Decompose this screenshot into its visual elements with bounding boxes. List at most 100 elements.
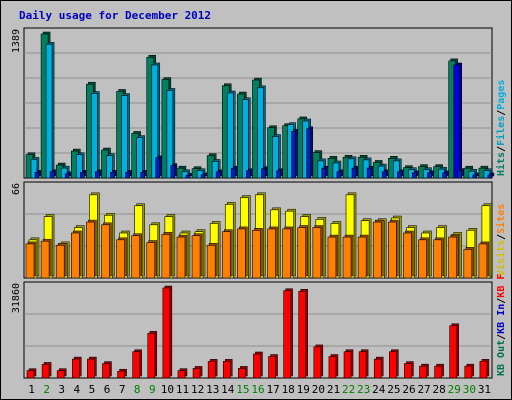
- pages-bar: [381, 171, 387, 179]
- pages-bar: [487, 174, 493, 179]
- day-label: 21: [327, 383, 340, 396]
- sites-bar: [448, 236, 458, 279]
- panel-2-legend: Visits/Sites: [495, 204, 507, 276]
- sites-bar: [237, 228, 246, 279]
- day-label: 1: [28, 383, 35, 396]
- kbytes-bar: [102, 363, 110, 379]
- kbytes-bar: [238, 368, 246, 379]
- chart-title: Daily usage for December 2012: [19, 9, 212, 22]
- kbytes-bar: [71, 358, 80, 379]
- kbytes-bar: [87, 358, 95, 379]
- pages-bar: [321, 167, 327, 179]
- kbytes-bar: [358, 351, 367, 379]
- kbytes-bar: [117, 370, 125, 379]
- day-label: 20: [312, 383, 325, 396]
- panel-3-max-label: 31860: [11, 283, 22, 313]
- sites-bar: [252, 229, 261, 279]
- files-bar: [75, 154, 83, 179]
- kbytes-bar: [449, 325, 458, 379]
- panel-1-max-label: 1389: [11, 29, 22, 53]
- kbytes-bar: [404, 363, 412, 379]
- sites-bar: [388, 221, 397, 279]
- files-bar: [136, 137, 143, 179]
- sites-bar: [70, 232, 80, 279]
- sites-bar: [372, 221, 382, 279]
- files-bar: [106, 155, 113, 179]
- pages-bar: [261, 168, 266, 179]
- pages-bar: [185, 175, 191, 179]
- files-bar: [151, 64, 159, 179]
- day-label: 8: [134, 383, 141, 396]
- pages-bar: [125, 171, 130, 179]
- sites-bar: [146, 242, 156, 279]
- sites-bar: [40, 240, 50, 279]
- day-label: 10: [161, 383, 174, 396]
- pages-bar: [95, 171, 100, 179]
- files-bar: [166, 90, 174, 179]
- legend-entry: /: [496, 110, 507, 116]
- day-label: 9: [149, 383, 156, 396]
- pages-bar: [291, 131, 296, 179]
- sites-bar: [403, 232, 412, 279]
- day-label: 24: [372, 383, 386, 396]
- panel-2-max-label: 66: [11, 183, 22, 195]
- kbytes-bar: [177, 370, 186, 379]
- legend-entry: Hits: [495, 152, 507, 176]
- legend-entry: /: [496, 298, 507, 304]
- files-bar: [91, 93, 98, 179]
- sites-bar: [478, 243, 488, 279]
- pages-bar: [215, 171, 221, 179]
- sites-bar: [131, 235, 140, 279]
- day-label: 19: [297, 383, 310, 396]
- pages-bar: [79, 171, 85, 179]
- pages-bar: [140, 171, 145, 179]
- day-label: 15: [236, 383, 249, 396]
- kbytes-bar: [268, 356, 276, 379]
- day-label: 6: [104, 383, 111, 396]
- files-bar: [30, 159, 38, 179]
- legend-entry: Visits: [495, 240, 507, 276]
- day-label: 18: [282, 383, 295, 396]
- day-label: 7: [119, 383, 126, 396]
- kbytes-bar: [56, 370, 65, 379]
- pages-bar: [155, 157, 161, 179]
- kbytes-bar: [343, 351, 352, 379]
- kbytes-bar: [207, 361, 216, 379]
- day-label: 14: [221, 383, 235, 396]
- kbytes-bar: [298, 290, 307, 379]
- sites-bar: [86, 221, 95, 279]
- kbytes-bar: [192, 368, 201, 379]
- kbytes-bar: [434, 365, 442, 379]
- legend-entry: KB In: [496, 304, 507, 334]
- pages-bar: [336, 171, 342, 179]
- kbytes-bar: [373, 358, 382, 379]
- day-label: 22: [342, 383, 355, 396]
- sites-bar: [297, 227, 307, 279]
- legend-entry: KB Out: [496, 340, 507, 376]
- kbytes-bar: [162, 287, 171, 379]
- sites-bar: [267, 228, 276, 279]
- kbytes-bar: [253, 353, 261, 379]
- day-label: 12: [191, 383, 204, 396]
- panel-1-legend: Hits/Files/Pages: [495, 80, 507, 176]
- kbytes-bar: [132, 351, 140, 379]
- pages-bar: [427, 172, 432, 179]
- sites-bar: [312, 227, 322, 279]
- files-bar: [45, 43, 53, 179]
- kbytes-bar: [464, 365, 473, 379]
- day-label: 27: [417, 383, 430, 396]
- day-label: 2: [43, 383, 50, 396]
- day-label: 23: [357, 383, 370, 396]
- day-label: 28: [433, 383, 446, 396]
- sites-bar: [418, 239, 427, 279]
- sites-bar: [116, 239, 125, 279]
- pages-bar: [230, 167, 236, 179]
- sites-bar: [342, 236, 352, 279]
- pages-bar: [49, 171, 55, 179]
- pages-bar: [306, 128, 312, 179]
- sites-bar: [282, 228, 291, 279]
- pages-bar: [397, 171, 402, 179]
- sites-bar: [161, 234, 171, 279]
